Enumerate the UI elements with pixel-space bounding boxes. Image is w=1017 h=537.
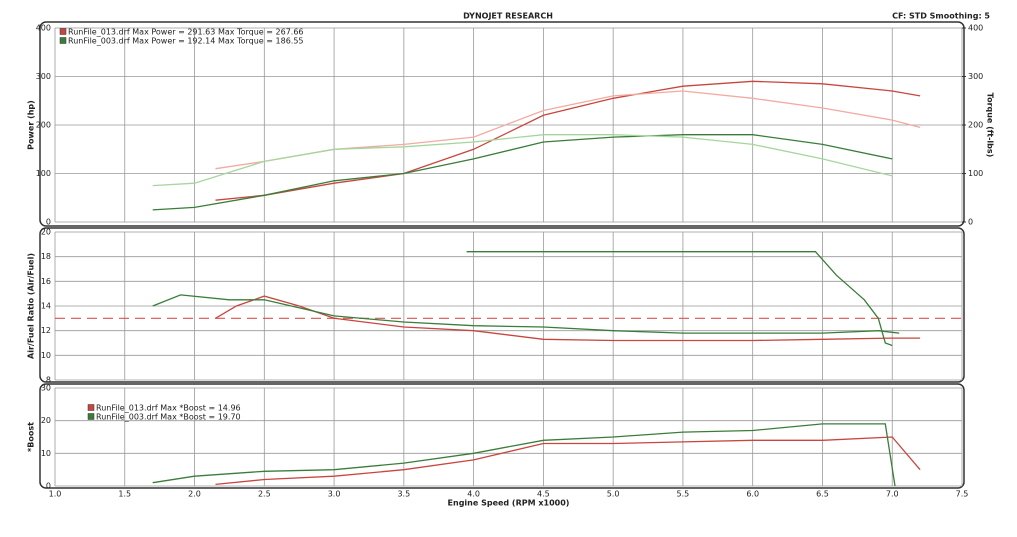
- series-line: [152, 423, 896, 487]
- panel-frame: [39, 227, 965, 383]
- y-tick-label: 0: [46, 482, 51, 491]
- legend-swatch: [59, 37, 67, 44]
- y-tick-label: 300: [36, 72, 51, 81]
- x-tick-label: 1.5: [118, 490, 131, 499]
- y2-axis-label: Torque (ft-lbs): [986, 93, 995, 158]
- legend-swatch: [59, 28, 67, 35]
- x-tick-label: 3.0: [328, 490, 341, 499]
- x-tick-label: 5.0: [607, 490, 620, 499]
- y-tick-label: 16: [41, 277, 51, 286]
- y2-tick-label: 100: [968, 169, 983, 178]
- x-tick-label: 7.5: [956, 490, 969, 499]
- series-line: [215, 295, 921, 342]
- chart-title: DYNOJET RESEARCH: [463, 12, 553, 21]
- y-tick-label: 20: [41, 416, 51, 425]
- settings-info: CF: STD Smoothing: 5: [892, 12, 990, 21]
- y-tick-label: 8: [46, 376, 51, 385]
- x-tick-label: 4.5: [537, 490, 550, 499]
- y-tick-label: 20: [41, 228, 51, 237]
- y-tick-label: 18: [41, 252, 51, 261]
- x-axis-label: Engine Speed (RPM x1000): [448, 499, 570, 508]
- y-tick-label: 12: [41, 326, 51, 335]
- x-tick-label: 6.0: [746, 490, 759, 499]
- series-line: [215, 436, 921, 486]
- y-axis-label: Air/Fuel Ratio (Air/Fuel): [27, 253, 36, 359]
- panel-frame: [39, 383, 965, 489]
- legend-label: RunFile_013.drf Max Power = 291.63: [68, 28, 215, 37]
- x-tick-label: 1.0: [49, 490, 62, 499]
- series-line: [466, 251, 893, 347]
- series-line: [152, 134, 893, 187]
- x-tick-label: 6.5: [816, 490, 829, 499]
- legend-swatch: [87, 404, 95, 411]
- legend-label: RunFile_013.drf Max *Boost = 14.96: [96, 404, 241, 413]
- x-tick-label: 2.0: [188, 490, 201, 499]
- legend-label: RunFile_003.drf Max Power = 192.14: [68, 37, 215, 46]
- series-line: [215, 80, 921, 201]
- y2-tick-label: 0: [968, 218, 973, 227]
- y-tick-label: 10: [41, 449, 51, 458]
- panel-frame: [39, 21, 965, 227]
- y-axis-label: Power (hp): [27, 100, 36, 150]
- y2-tick-label: 200: [968, 121, 983, 130]
- legend-label: Max Torque = 267.66: [218, 28, 304, 37]
- series-line: [152, 294, 900, 334]
- x-tick-label: 7.0: [886, 490, 899, 499]
- y-tick-label: 14: [41, 302, 51, 311]
- x-tick-label: 4.0: [467, 490, 480, 499]
- y-tick-label: 200: [36, 121, 51, 130]
- y-tick-label: 30: [41, 384, 51, 393]
- x-tick-label: 3.5: [397, 490, 410, 499]
- y-tick-label: 0: [46, 218, 51, 227]
- y2-tick-label: 300: [968, 72, 983, 81]
- y-tick-label: 400: [36, 24, 51, 33]
- x-tick-label: 5.5: [677, 490, 690, 499]
- legend-label: Max Torque = 186.55: [218, 37, 304, 46]
- y2-tick-label: 400: [968, 24, 983, 33]
- y-axis-label: *Boost: [27, 422, 36, 452]
- legend-swatch: [87, 413, 95, 420]
- legend-label: RunFile_003.drf Max *Boost = 19.70: [96, 413, 241, 422]
- series-line: [152, 134, 893, 211]
- x-tick-label: 2.5: [258, 490, 271, 499]
- y-tick-label: 10: [41, 351, 51, 360]
- y-tick-label: 100: [36, 169, 51, 178]
